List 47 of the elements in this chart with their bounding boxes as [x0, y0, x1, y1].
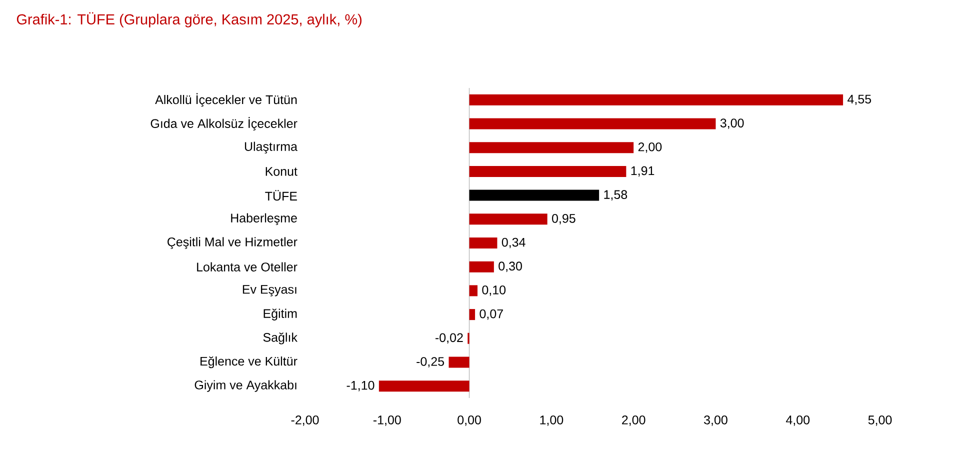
bar: [469, 190, 600, 201]
y-tick-label: Eğitim: [264, 308, 297, 320]
data-label: -1,10: [346, 380, 374, 392]
x-tick-label: 5,00: [868, 416, 892, 426]
data-label: -0,02: [436, 333, 463, 344]
bar: [469, 118, 716, 130]
y-tick-label: Ev Eşyası: [242, 285, 296, 296]
y-tick-label: Eğlence ve Kültür: [200, 356, 298, 368]
data-label: 1,58: [604, 190, 628, 200]
data-label: 1,91: [631, 166, 654, 177]
bar: [469, 166, 626, 177]
y-tick-label: Haberleşme: [231, 213, 297, 226]
data-label: 0,95: [552, 214, 576, 224]
x-tick-label: -2,00: [291, 416, 319, 426]
y-tick-label: Alkollü İçecekler ve Tütün: [155, 93, 297, 107]
y-tick-label: Çeşitli Mal ve Hizmetler: [168, 237, 298, 249]
chart-title: Grafik-1: TÜFE (Gruplara göre, Kasım 2025, aylık, %): [16, 12, 362, 28]
x-tick-label: 3,00: [704, 416, 728, 426]
bar: [469, 309, 476, 320]
y-tick-label: Giyim ve Ayakkabı: [194, 380, 296, 392]
x-tick-label: 1,00: [540, 416, 564, 426]
data-label: 3,00: [720, 118, 744, 129]
x-tick-label: -1,00: [373, 416, 401, 426]
data-label: 0,30: [498, 262, 522, 272]
data-label: 2,00: [638, 142, 662, 153]
x-tick-label: 0,00: [458, 416, 481, 426]
x-tick-label: 2,00: [622, 416, 646, 426]
bar: [469, 142, 634, 154]
data-label: 0,07: [480, 309, 503, 320]
y-tick-label: Lokanta ve Oteller: [197, 262, 298, 272]
data-label: -0,25: [416, 357, 444, 368]
bar: [448, 356, 470, 368]
bar: [469, 94, 844, 106]
bar: [469, 238, 498, 248]
bar: [469, 261, 494, 272]
y-tick-label: Gıda ve Alkolsüz İçecekler: [150, 117, 298, 131]
y-tick-label: TÜFE: [265, 190, 297, 201]
y-tick-label: Konut: [266, 167, 298, 176]
bar: [469, 214, 548, 225]
data-label: 0,34: [502, 238, 526, 248]
bar: [469, 285, 478, 296]
bar: [378, 380, 470, 392]
data-label: 4,55: [848, 94, 872, 106]
y-tick-label: Sağlık: [263, 332, 298, 344]
data-label: 0,10: [482, 286, 506, 296]
x-tick-label: 4,00: [786, 416, 810, 426]
y-tick-label: Ulaştırma: [244, 142, 298, 154]
